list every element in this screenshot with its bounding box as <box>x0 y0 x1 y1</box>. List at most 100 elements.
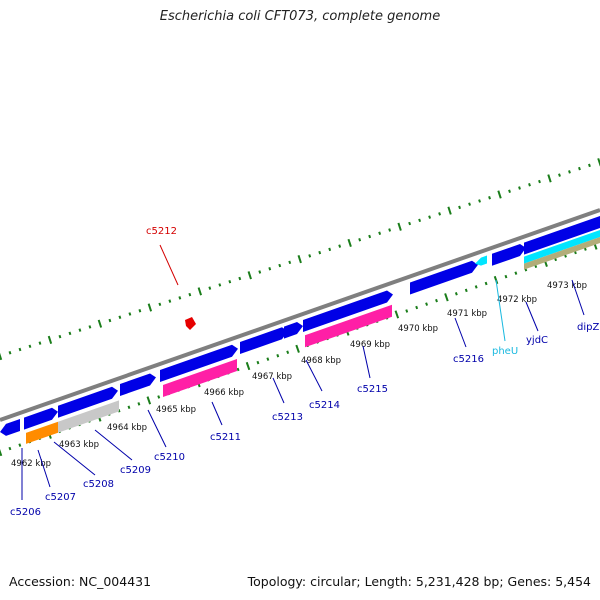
kbp-label: 4965 kbp <box>156 405 196 415</box>
kbp-label: 4963 kbp <box>59 440 99 450</box>
inner-tick <box>266 357 270 361</box>
trna-marker <box>475 255 487 266</box>
inner-tick <box>0 448 3 457</box>
gene-label-c5214: c5214 <box>309 400 340 411</box>
outer-tick <box>578 166 581 171</box>
cds-arrow <box>303 290 393 332</box>
callout-line <box>53 441 96 476</box>
outer-tick <box>318 250 322 255</box>
cds-arrow <box>160 344 238 382</box>
outer-tick <box>97 319 103 328</box>
outer-tick <box>168 299 172 303</box>
outer-tick <box>478 199 481 203</box>
callout-line <box>362 345 371 379</box>
inner-tick <box>256 360 260 365</box>
kbp-labels: 4962 kbp 4963 kbp 4964 kbp 4965 kbp 4966 kbp… <box>11 281 587 469</box>
kbp-label: 4962 kbp <box>11 459 51 469</box>
inner-tick <box>415 305 419 310</box>
inner-tick <box>474 285 478 289</box>
outer-tick <box>38 341 42 345</box>
outer-tick <box>0 352 3 361</box>
outer-tick <box>288 260 292 265</box>
gene-label-dipZ: dipZ <box>577 322 599 333</box>
pink-feature <box>305 304 392 348</box>
outer-tick <box>68 331 72 336</box>
map-title: Escherichia coli CFT073, complete genome <box>159 9 441 24</box>
kbp-label: 4964 kbp <box>107 423 147 433</box>
outer-tick <box>58 334 62 339</box>
cds-arrow <box>410 260 478 295</box>
accession-text: Accession: NC_004431 <box>9 574 152 589</box>
gene-label-pheU: pheU <box>492 346 518 357</box>
outer-tick <box>197 287 202 296</box>
orange-feature <box>26 421 58 444</box>
outer-tick <box>588 163 591 168</box>
inner-tick <box>405 309 409 313</box>
kbp-label: 4966 kbp <box>204 388 244 398</box>
callout-line <box>94 429 133 461</box>
pink-feature <box>163 359 237 397</box>
outer-tick <box>208 286 212 290</box>
inner-tick <box>137 402 141 406</box>
outer-tick <box>568 170 571 174</box>
outer-tick <box>297 254 302 264</box>
outer-tick-ring <box>0 158 600 361</box>
outer-tick <box>8 351 12 355</box>
outer-tick <box>408 221 412 226</box>
cyan-feature <box>524 230 600 264</box>
outer-tick <box>528 183 531 187</box>
gray-feature <box>58 400 119 433</box>
callout-line <box>147 409 167 448</box>
outer-tick <box>538 179 541 184</box>
cds-arrow <box>492 244 526 266</box>
gene-label-c5213: c5213 <box>272 412 303 423</box>
outer-tick <box>597 158 600 167</box>
kbp-label: 4967 kbp <box>252 372 292 382</box>
inner-tick <box>444 293 449 302</box>
outer-tick <box>78 328 82 332</box>
kbp-label: 4971 kbp <box>447 309 487 319</box>
outer-tick <box>118 315 122 319</box>
kbp-label: 4972 kbp <box>497 295 537 305</box>
callout-line <box>305 359 323 392</box>
inner-tick <box>454 292 458 296</box>
inner-tick <box>286 350 290 355</box>
inner-tick <box>295 344 300 353</box>
outer-tick <box>508 189 511 193</box>
outer-tick <box>438 212 442 216</box>
callout-line <box>454 317 467 348</box>
outer-tick <box>138 309 142 313</box>
gene-label-yjdC: yjdC <box>526 335 548 346</box>
callout-line <box>211 401 223 426</box>
outer-tick <box>147 303 153 312</box>
cds-arrow <box>58 386 118 418</box>
outer-tick <box>18 347 22 352</box>
outer-tick <box>368 234 372 239</box>
outer-tick <box>218 283 222 287</box>
outer-tick <box>358 237 362 242</box>
outer-tick <box>378 231 382 235</box>
outer-tick <box>47 335 53 344</box>
outer-tick <box>328 247 332 252</box>
cds-arrow <box>24 407 58 430</box>
outer-tick <box>397 222 402 231</box>
cds-arrow <box>524 216 600 255</box>
outer-tick <box>88 325 92 329</box>
kbp-label: 4969 kbp <box>350 340 390 350</box>
genome-summary-text: Topology: circular; Length: 5,231,428 bp… <box>247 574 591 589</box>
inner-tick <box>127 405 131 410</box>
features <box>0 216 600 444</box>
gene-label-c5208: c5208 <box>83 479 114 490</box>
kbp-label: 4968 kbp <box>301 356 341 366</box>
inner-tick <box>245 361 251 371</box>
kbp-label: 4973 kbp <box>547 281 587 291</box>
outer-tick <box>547 174 552 183</box>
inner-tick <box>146 396 152 405</box>
gene-label-c5210: c5210 <box>154 452 185 463</box>
outer-tick <box>268 267 272 271</box>
outer-tick <box>388 228 392 232</box>
callout-line <box>159 244 179 286</box>
gene-label-c5211: c5211 <box>210 432 241 443</box>
